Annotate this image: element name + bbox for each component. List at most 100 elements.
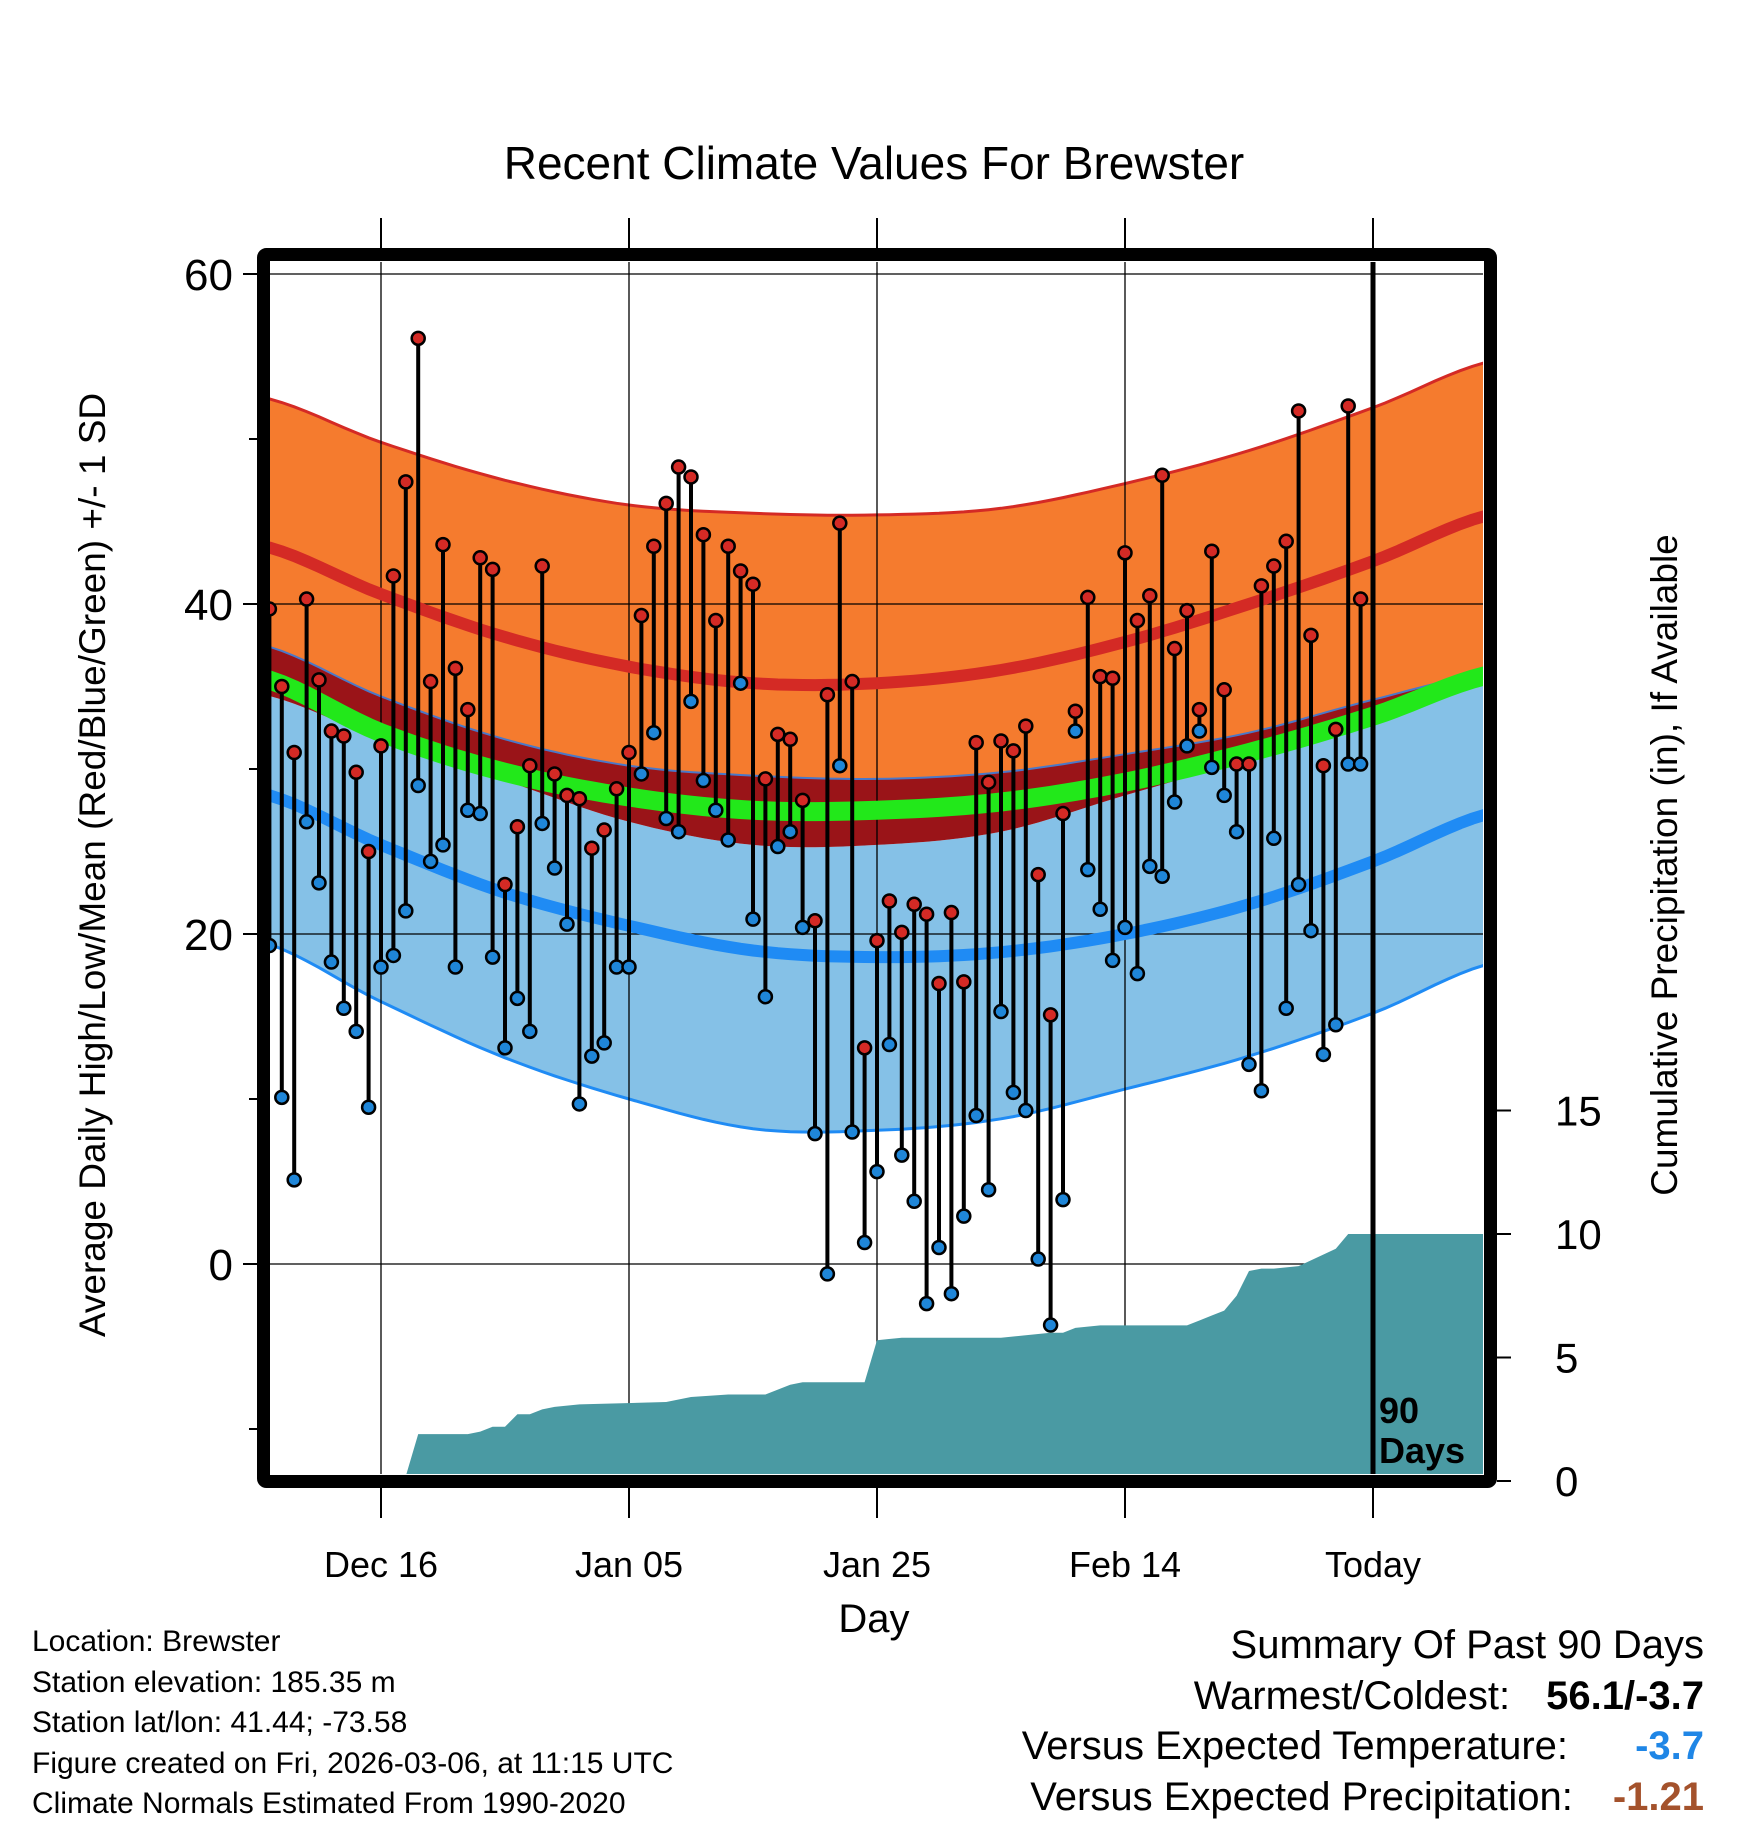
high-mean-line [270,510,1483,692]
daily-high-point [270,601,278,617]
today-label-line1: 90 [1379,1390,1419,1431]
daily-low-point [298,814,315,830]
daily-low-point [1179,738,1195,754]
daily-low-point [1315,1046,1332,1063]
daily-high-point [931,975,947,992]
daily-high-point [1290,403,1307,419]
daily-high-point [1055,805,1071,822]
summary-heading: Summary Of Past 90 Days [1230,1623,1704,1667]
daily-high-point [1092,668,1108,685]
daily-high-point [584,840,600,856]
y2-tick-label: 15 [1555,1088,1602,1135]
daily-low-point [447,959,464,975]
daily-low-point [1290,876,1307,893]
daily-low-point [1166,794,1183,810]
daily-low-point [460,802,476,818]
daily-high-point [1042,1007,1059,1023]
daily-low-point [633,766,650,782]
info-created: Figure created on Fri, 2026-03-06, at 11… [32,1746,674,1780]
daily-low-point [546,860,563,876]
daily-low-point [1241,1056,1257,1073]
daily-high-point [460,701,476,718]
daily-low-point [1142,858,1158,875]
plot-area [270,262,1483,1474]
daily-low-point [435,837,451,853]
today-label-line2: Days [1379,1430,1465,1471]
daily-high-point [943,904,960,921]
daily-low-point [782,823,798,840]
daily-high-point [646,538,662,554]
daily-high-point [906,896,922,913]
daily-high-point [1191,701,1208,718]
precip-area [270,1234,1483,1474]
daily-low-point [373,959,389,975]
daily-low-point [1228,823,1245,840]
daily-high-point [497,876,513,893]
daily-low-point [1253,1083,1270,1099]
daily-high-point [1216,682,1232,698]
daily-high-point [968,734,984,751]
daily-low-point [1340,756,1356,772]
daily-low-point [1092,901,1108,917]
daily-high-point [980,774,997,790]
daily-high-point [398,474,414,490]
daily-low-point [708,802,724,818]
daily-high-point [683,469,699,485]
x-tick-label: Jan 25 [823,1544,931,1585]
x-tick-label: Feb 14 [1069,1544,1181,1585]
daily-low-point [745,911,761,927]
daily-low-point [881,1036,898,1053]
daily-low-point [472,805,488,822]
daily-high-point [559,787,575,804]
daily-high-point [608,781,625,797]
daily-high-point [956,974,972,990]
daily-high-point [336,728,352,744]
daily-high-point [1179,602,1195,619]
info-elevation: Station elevation: 185.35 m [32,1665,396,1699]
daily-low-point [1154,868,1170,884]
daily-low-point [894,1147,910,1163]
info-latlon: Station lat/lon: 41.44; -73.58 [32,1706,408,1739]
daily-high-point [546,766,563,782]
daily-high-point [819,687,836,703]
daily-high-point [720,538,736,554]
daily-low-point [670,823,687,840]
daily-low-point [1278,1000,1294,1016]
daily-high-point [1266,558,1282,574]
daily-low-point [534,815,550,832]
daily-low-point [1005,1084,1022,1101]
info-normals: Climate Normals Estimated From 1990-2020 [32,1787,626,1820]
daily-low-point [943,1285,960,1302]
chart-title: Recent Climate Values For Brewster [504,137,1245,189]
daily-low-point [398,903,414,919]
daily-low-point [270,937,278,954]
daily-high-point [571,790,588,807]
daily-low-point [584,1048,600,1064]
x-tick-label: Jan 05 [575,1544,683,1585]
daily-low-point [571,1096,588,1112]
warmest-coldest-label: Warmest/Coldest: [1193,1673,1511,1718]
y-tick-label: 60 [184,251,233,300]
versus-precip-value: -1.21 [1612,1774,1704,1819]
summary-panel: Summary Of Past 90 Days Warmest/Coldest:… [1022,1620,1704,1822]
daily-high-point [1204,543,1220,559]
daily-low-point [323,954,340,970]
daily-high-point [1352,591,1369,607]
daily-low-point [311,875,327,891]
daily-high-point [1030,866,1046,883]
daily-high-point [695,526,712,543]
daily-low-point [422,853,439,870]
daily-high-point [621,744,637,761]
daily-high-point [1166,640,1183,657]
daily-low-point [770,838,786,855]
daily-low-point [906,1193,922,1210]
versus-precip-label: Versus Expected Precipitation: [1030,1774,1573,1819]
y2-axis-label: Cumulative Precipitation (in), If Availa… [1644,534,1685,1196]
daily-low-point [1303,922,1319,939]
summary-versus-precip-row: Versus Expected Precipitation: -1.21 [1022,1772,1704,1823]
daily-low-point [720,832,736,848]
daily-low-point [1216,787,1232,804]
daily-high-point [1253,578,1270,594]
daily-high-point [360,843,377,860]
